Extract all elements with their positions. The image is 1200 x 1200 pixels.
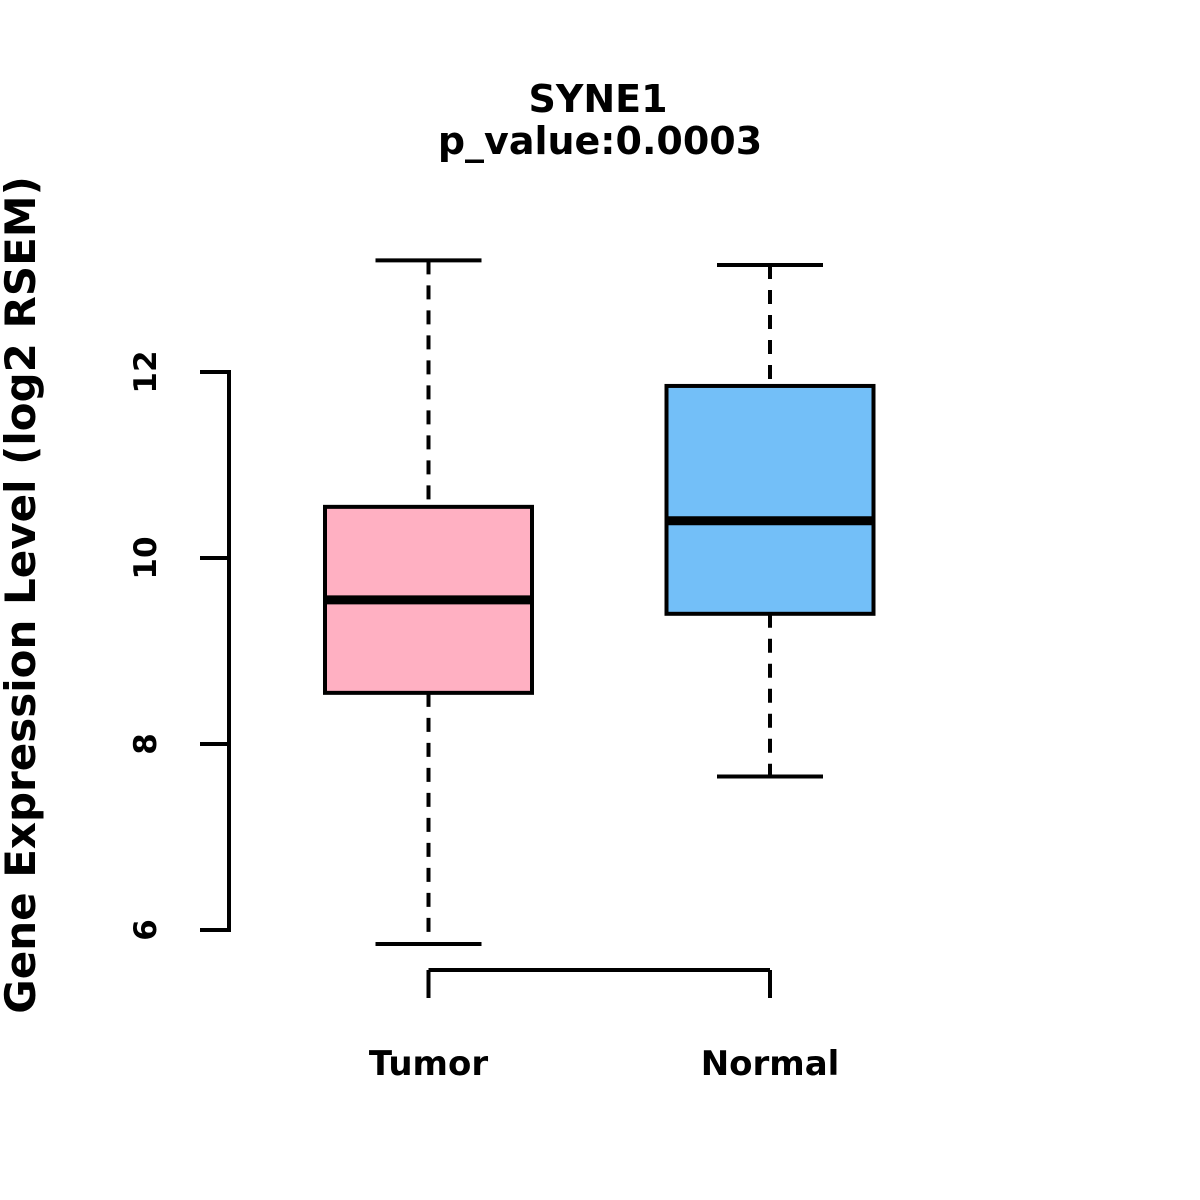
y-tick-label: 10 (128, 536, 164, 579)
y-tick-label: 8 (128, 733, 164, 755)
chart-title: SYNE1 (528, 77, 667, 121)
chart-subtitle: p_value:0.0003 (438, 119, 762, 163)
box-normal (664, 383, 876, 616)
y-tick-label: 6 (128, 919, 164, 941)
y-tick-label: 12 (128, 350, 164, 393)
y-axis-title: Gene Expression Level (log2 RSEM) (0, 176, 45, 1014)
x-category-label: Tumor (369, 1044, 488, 1084)
chart-layer: 6 8 10 12 Tumor Normal (128, 258, 876, 1084)
x-category-label: Normal (701, 1044, 840, 1084)
